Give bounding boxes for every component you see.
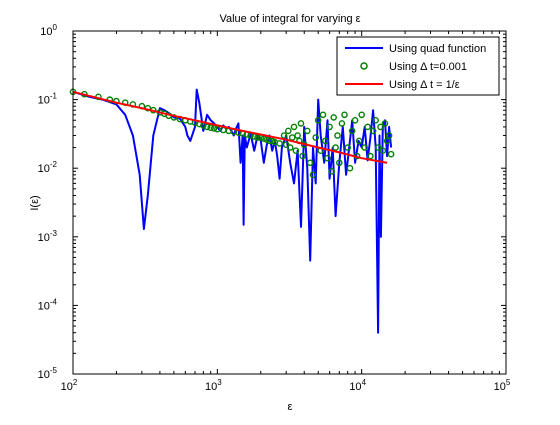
series-marker-1 <box>348 127 356 135</box>
series-marker-1 <box>385 132 393 139</box>
series-marker-1 <box>314 117 322 124</box>
series-marker-1 <box>319 111 327 119</box>
series-marker-1 <box>210 125 218 132</box>
series-marker-1 <box>341 111 348 119</box>
series-marker-1 <box>374 144 382 151</box>
series-marker-1 <box>312 134 320 141</box>
series-marker-1 <box>321 137 329 145</box>
series-marker-1 <box>387 150 395 158</box>
series-marker-1 <box>330 114 338 121</box>
series-marker-1 <box>203 123 211 131</box>
series-marker-1 <box>303 127 311 135</box>
x-axis-label: ε <box>288 401 293 413</box>
y-tick-label: 10-1 <box>38 92 58 107</box>
series-marker-1 <box>334 132 341 139</box>
series-marker-1 <box>335 159 343 167</box>
legend: Using quad function Using Δ t=0.001 Usin… <box>336 36 500 96</box>
series-marker-1 <box>351 117 359 124</box>
series-marker-1 <box>372 117 380 124</box>
series-marker-1 <box>344 144 352 151</box>
y-tick-label: 10-2 <box>38 160 58 175</box>
x-tick-label: 102 <box>61 378 78 393</box>
series-marker-1 <box>332 144 339 151</box>
series-marker-1 <box>299 152 306 160</box>
x-tick-label: 103 <box>205 378 222 393</box>
chart-title: Value of integral for varying ε <box>219 13 360 25</box>
series-marker-1 <box>254 134 261 141</box>
ticks-layer: 102 103 104 105 10-5 10-4 10-3 10-2 10-1 100 <box>38 23 511 393</box>
series-marker-1 <box>290 123 298 131</box>
series-marker-1 <box>328 167 336 175</box>
y-tick-label: 10-4 <box>38 297 58 312</box>
series-line-0 <box>72 88 393 334</box>
series-marker-1 <box>280 132 288 139</box>
series-marker-1 <box>207 124 214 131</box>
legend-box <box>336 36 500 96</box>
series-marker-1 <box>355 137 363 145</box>
legend-label-quad: Using quad function <box>389 43 486 55</box>
series-marker-1 <box>377 123 384 131</box>
y-tick-label: 100 <box>40 23 57 38</box>
series-marker-1 <box>297 120 305 127</box>
x-tick-label: 104 <box>349 378 366 393</box>
series-marker-1 <box>276 140 283 147</box>
series-layer <box>69 88 395 334</box>
series-marker-1 <box>306 159 314 167</box>
series-marker-1 <box>288 134 296 141</box>
series-marker-1 <box>284 127 292 135</box>
x-tick-label: 105 <box>494 378 511 393</box>
series-marker-1 <box>309 171 317 179</box>
series-marker-1 <box>324 154 331 162</box>
series-marker-1 <box>213 125 221 133</box>
legend-swatch-dt <box>360 62 368 70</box>
series-marker-1 <box>292 147 300 154</box>
series-marker-1 <box>338 120 346 127</box>
series-marker-1 <box>367 152 374 160</box>
series-marker-1 <box>361 144 369 151</box>
series-marker-1 <box>369 127 377 135</box>
y-tick-label: 10-5 <box>38 366 58 381</box>
series-marker-1 <box>358 111 366 119</box>
series-marker-1 <box>379 147 387 154</box>
series-marker-1 <box>383 137 391 145</box>
legend-label-dt: Using Δ t=0.001 <box>389 61 467 73</box>
series-marker-1 <box>286 144 294 151</box>
series-marker-1 <box>326 123 333 131</box>
series-line-2 <box>72 90 388 164</box>
legend-label-dt-eps: Using Δ t = 1/ε <box>389 79 460 91</box>
series-marker-1 <box>346 164 354 172</box>
axes-box <box>72 30 507 375</box>
series-marker-1 <box>364 123 371 131</box>
y-tick-label: 10-3 <box>38 229 58 244</box>
series-marker-1 <box>381 120 389 127</box>
y-axis-label: I(ε) <box>29 195 41 210</box>
